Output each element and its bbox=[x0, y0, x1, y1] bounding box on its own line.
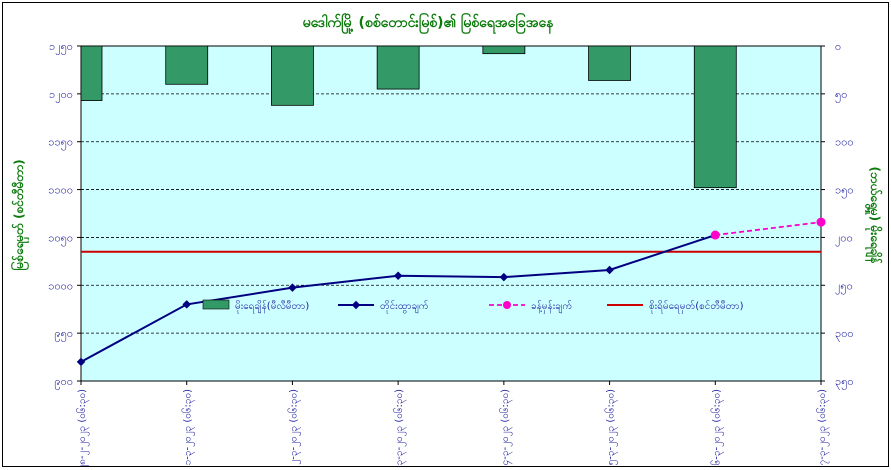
x-tick-label: ၁-၃-၂၀၂၃ (၀၆:၃၀) bbox=[181, 389, 196, 465]
left-tick-label: ၁၂၅၀ bbox=[49, 40, 73, 55]
right-tick-label: ၂၅၀ bbox=[835, 279, 853, 294]
legend-label: ခန့်မှန်းချက် bbox=[531, 299, 572, 314]
rainfall-bar bbox=[165, 45, 209, 85]
right-axis-label: (ဘယ်ရွေ့မှု) မိုးရေချိန် bbox=[864, 166, 884, 264]
x-tick-label: ၃-၃-၂၀၂၃ (၀၆:၃၀) bbox=[392, 389, 407, 465]
x-tick-label: ၅-၃-၂၀၂၃ (၀၆:၃၀) bbox=[604, 389, 619, 465]
rainfall-bar bbox=[80, 45, 103, 101]
left-tick-label: ၁၀၅၀ bbox=[48, 231, 73, 246]
legend-label: တိုင်းထွာချက် bbox=[380, 299, 429, 314]
measured-point bbox=[605, 265, 614, 275]
measured-point bbox=[499, 272, 509, 282]
left-tick-label: ၁၀၀၀ bbox=[48, 279, 73, 292]
legend-marker-measured bbox=[351, 300, 361, 310]
rainfall-bar bbox=[271, 45, 314, 106]
right-tick-label: ၃၀၀ bbox=[835, 327, 854, 342]
forecast-line bbox=[715, 221, 822, 236]
river-level-chart: ၉၀၀ ၉၅၀ ၁၀၀၀ ၁၀၅၀ ၁၁၀၀ ၁၁၅၀ ၁၂၀၀ ၁၂၅၀ ၀၅၀၁၀၀၁၅၀၂… bbox=[9, 13, 884, 470]
x-tick-label: ၄-၃-၂၀၂၃ (၀၆:၃၀) bbox=[498, 389, 513, 465]
left-tick-label: ၁၂၀၀ bbox=[49, 88, 73, 103]
right-tick-label: ၅၀ bbox=[835, 88, 847, 103]
right-tick-label: ၁၅၀ bbox=[835, 184, 854, 199]
rainfall-bar bbox=[588, 45, 631, 81]
x-tick-label: ၇-၃-၂၀၂၃ (၀၆:၃၀) bbox=[815, 389, 830, 465]
measured-point bbox=[182, 300, 191, 309]
legend-swatch-rainfall bbox=[202, 299, 230, 310]
left-tick-label: ၉၀၀ bbox=[54, 375, 73, 390]
left-tick-label: ၉၅၀ bbox=[54, 327, 73, 342]
forecast-point bbox=[710, 230, 720, 240]
right-tick-label: ၃၅၀ bbox=[835, 375, 854, 390]
measured-point bbox=[288, 283, 297, 292]
left-axis-label: မြစ်ရေမှတ် (စင်တီမီတာ) bbox=[9, 159, 30, 270]
legend-marker-forecast bbox=[503, 301, 511, 309]
x-tick-label: ၂၈-၂-၂၀၂၃ (၀၆:၃၀) bbox=[75, 389, 90, 466]
right-tick-label: ၂၀၀ bbox=[835, 231, 853, 246]
legend-label: မိုးရေချိန်(မီလီမီတာ) bbox=[235, 299, 309, 314]
chart-title: မဒေါက်မြို့ (စစ်တောင်းမြစ်)၏ မြစ်ရေအခြေအ… bbox=[303, 13, 555, 34]
rainfall-bar bbox=[376, 45, 420, 90]
rainfall-bar bbox=[693, 45, 737, 189]
x-tick-label: ၂-၃-၂၀၂၃ (၀၆:၃၀) bbox=[286, 389, 301, 465]
measured-point bbox=[76, 357, 86, 367]
left-tick-label: ၁၁၅၀ bbox=[48, 136, 73, 151]
legend-label: စိုးရိမ်ရေမှတ်(စင်တီမီတာ) bbox=[649, 299, 744, 314]
x-tick-label: ၆-၃-၂၀၂၃ (၀၆:၃၀) bbox=[709, 389, 724, 465]
measured-point bbox=[393, 271, 403, 280]
forecast-point bbox=[816, 217, 826, 227]
right-tick-label: ၁၀၀ bbox=[835, 136, 854, 149]
rainfall-bar bbox=[482, 45, 526, 55]
right-tick-label: ၀ bbox=[835, 40, 841, 53]
left-tick-label: ၁၁၀၀ bbox=[48, 184, 73, 197]
legend: မိုးရေချိန်(မီလီမီတာ) တိုင်းထွာချက် ခန့်မှ… bbox=[202, 299, 744, 314]
